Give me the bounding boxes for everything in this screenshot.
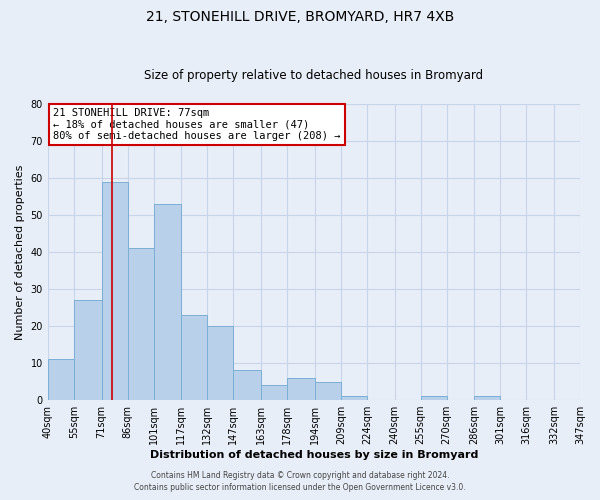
Text: 21, STONEHILL DRIVE, BROMYARD, HR7 4XB: 21, STONEHILL DRIVE, BROMYARD, HR7 4XB <box>146 10 454 24</box>
Bar <box>128 248 154 400</box>
Bar <box>421 396 446 400</box>
X-axis label: Distribution of detached houses by size in Bromyard: Distribution of detached houses by size … <box>150 450 478 460</box>
Bar <box>233 370 261 400</box>
Bar <box>474 396 500 400</box>
Bar <box>181 315 207 400</box>
Text: 21 STONEHILL DRIVE: 77sqm
← 18% of detached houses are smaller (47)
80% of semi-: 21 STONEHILL DRIVE: 77sqm ← 18% of detac… <box>53 108 340 141</box>
Bar <box>48 360 74 400</box>
Bar <box>261 386 287 400</box>
Bar <box>154 204 181 400</box>
Bar <box>341 396 367 400</box>
Bar <box>287 378 315 400</box>
Bar <box>101 182 128 400</box>
Bar <box>74 300 101 400</box>
Title: Size of property relative to detached houses in Bromyard: Size of property relative to detached ho… <box>145 69 484 82</box>
Y-axis label: Number of detached properties: Number of detached properties <box>15 164 25 340</box>
Text: Contains HM Land Registry data © Crown copyright and database right 2024.
Contai: Contains HM Land Registry data © Crown c… <box>134 471 466 492</box>
Bar <box>207 326 233 400</box>
Bar <box>315 382 341 400</box>
